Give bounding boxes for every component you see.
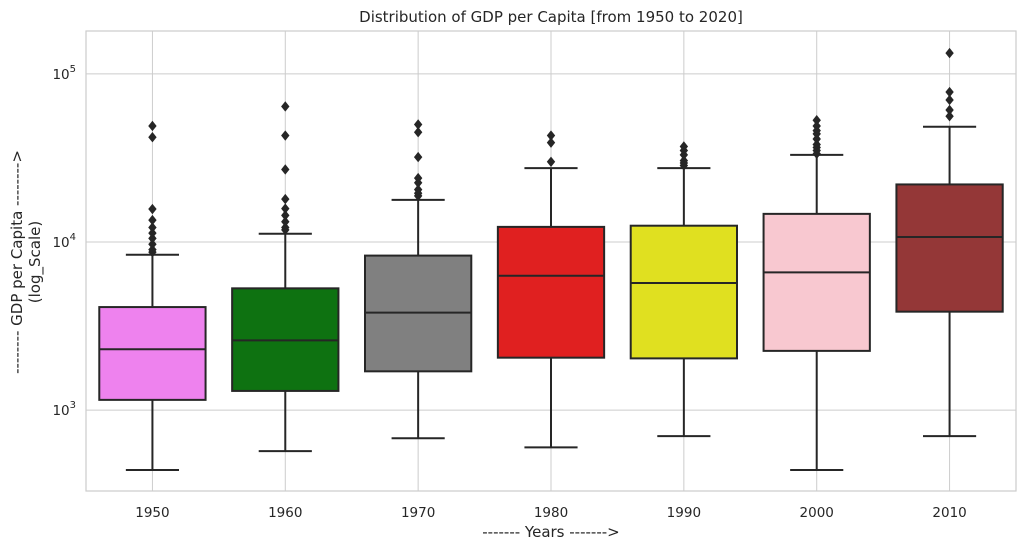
outlier-point (148, 203, 157, 215)
box-1970 (364, 119, 473, 440)
outlier-point (413, 184, 423, 195)
outlier-point (812, 139, 821, 150)
outlier-point (546, 137, 556, 148)
outlier-point (148, 222, 157, 233)
outlier-point (945, 47, 954, 59)
outlier-point (812, 115, 821, 126)
x-tick-label: 1990 (667, 505, 701, 521)
outlier-point (148, 233, 157, 244)
box-iqr (629, 224, 739, 360)
y-tick-label: 105 (52, 64, 76, 83)
outlier-point (945, 94, 954, 106)
outlier-point (281, 101, 290, 112)
outlier-point (679, 141, 689, 152)
outlier-point (945, 104, 954, 116)
outlier-point (281, 164, 290, 175)
box-iqr (895, 183, 1004, 313)
box-1960 (231, 101, 340, 453)
x-tick-label: 2000 (800, 505, 834, 521)
box-1990 (629, 141, 739, 438)
x-tick-label: 1980 (534, 505, 568, 521)
x-axis-label: ------- Years -------> (482, 523, 619, 541)
box-1950 (98, 120, 207, 472)
chart-title: Distribution of GDP per Capita [from 195… (359, 8, 743, 26)
box-iqr (762, 212, 871, 352)
outlier-point (413, 172, 423, 184)
outlier-point (281, 193, 290, 205)
outlier-point (812, 120, 821, 132)
outlier-point (281, 222, 290, 233)
y-tick-label: 104 (52, 232, 76, 251)
outlier-point (281, 130, 290, 141)
outlier-point (148, 214, 157, 226)
box-iqr (98, 306, 207, 401)
y-tick-label: 103 (52, 400, 76, 419)
box-2000 (762, 115, 871, 472)
box-2010 (895, 47, 1004, 438)
outlier-point (679, 155, 689, 166)
x-tick-label: 1960 (268, 505, 302, 521)
x-tick-labels: 1950 1960 1970 1980 1990 2000 2010 (135, 505, 967, 521)
x-tick-label: 1970 (401, 505, 435, 521)
outlier-point (148, 244, 157, 255)
outlier-point (148, 239, 157, 250)
box-layer (98, 47, 1004, 472)
outlier-point (945, 86, 954, 98)
outlier-point (148, 132, 157, 143)
outlier-point (281, 203, 290, 214)
box-1980 (496, 130, 606, 449)
outlier-point (281, 210, 290, 221)
box-iqr (496, 225, 606, 359)
outlier-point (281, 216, 290, 227)
outlier-point (413, 151, 423, 163)
x-tick-label: 2010 (932, 505, 966, 521)
y-tick-labels: 103 104 105 (52, 64, 76, 419)
outlier-point (546, 130, 556, 141)
outlier-point (413, 119, 423, 130)
y-axis-label-line2: (log_Scale) (26, 221, 45, 303)
y-axis-label-line1: -------- GDP per Capita --------> (8, 150, 26, 374)
x-tick-label: 1950 (135, 505, 169, 521)
outlier-point (413, 126, 423, 138)
outlier-point (546, 156, 556, 167)
outlier-point (148, 227, 157, 239)
plot-frame (85, 30, 1017, 492)
outlier-point (148, 120, 157, 132)
outlier-point (945, 111, 954, 122)
